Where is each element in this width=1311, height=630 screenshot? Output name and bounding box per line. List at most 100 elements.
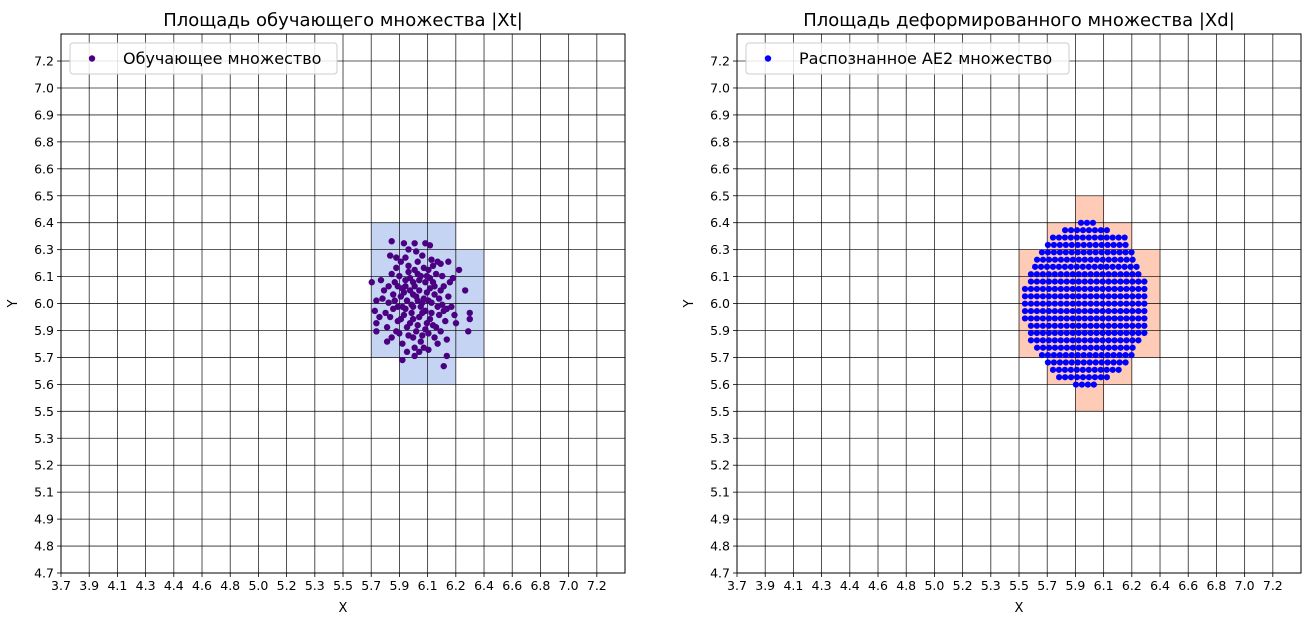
data-point bbox=[1079, 374, 1087, 381]
data-point bbox=[435, 311, 443, 319]
data-point bbox=[1086, 241, 1093, 249]
data-point bbox=[1069, 315, 1076, 322]
x-tick-label: 5.9 bbox=[389, 578, 409, 593]
data-point bbox=[1087, 344, 1094, 351]
y-tick-label: 6.9 bbox=[710, 107, 730, 122]
data-point bbox=[1097, 234, 1104, 241]
data-point bbox=[1056, 352, 1063, 359]
data-point bbox=[402, 276, 409, 284]
data-point bbox=[1111, 307, 1118, 315]
data-point bbox=[1077, 219, 1085, 226]
data-point bbox=[423, 319, 431, 327]
data-point bbox=[1085, 227, 1093, 234]
data-point bbox=[1049, 366, 1057, 373]
data-point bbox=[416, 276, 423, 284]
data-point bbox=[1091, 227, 1099, 234]
data-point bbox=[426, 242, 434, 249]
data-point bbox=[1075, 256, 1082, 263]
data-point bbox=[1099, 271, 1106, 278]
data-point bbox=[429, 322, 437, 329]
x-tick-label: 5.2 bbox=[277, 578, 297, 593]
legend-marker bbox=[88, 55, 96, 62]
data-point bbox=[1057, 315, 1064, 322]
data-point bbox=[379, 295, 386, 302]
data-point bbox=[1063, 271, 1070, 278]
data-point bbox=[416, 348, 423, 356]
y-tick-label: 6.6 bbox=[710, 161, 730, 176]
x-axis-label: X bbox=[339, 601, 348, 616]
data-point bbox=[440, 362, 447, 370]
data-point bbox=[1033, 344, 1041, 351]
x-tick-label: 6.4 bbox=[1150, 578, 1170, 593]
data-point bbox=[431, 334, 438, 341]
data-point bbox=[1039, 271, 1046, 278]
data-point bbox=[1049, 263, 1057, 270]
data-point bbox=[1116, 359, 1123, 366]
data-point bbox=[1069, 285, 1076, 293]
data-point bbox=[1117, 329, 1124, 337]
data-point bbox=[1067, 263, 1074, 270]
data-point bbox=[1039, 344, 1047, 351]
x-tick-label: 4.4 bbox=[164, 578, 184, 593]
data-point bbox=[1117, 293, 1124, 300]
data-point bbox=[1069, 344, 1076, 351]
data-point bbox=[1135, 329, 1142, 337]
data-point bbox=[1051, 344, 1059, 351]
data-point bbox=[1104, 352, 1111, 359]
data-point bbox=[1081, 337, 1088, 344]
data-point bbox=[1062, 352, 1069, 359]
data-point bbox=[411, 352, 418, 360]
y-tick-label: 5.1 bbox=[34, 485, 54, 500]
data-point bbox=[431, 283, 438, 290]
data-point bbox=[440, 283, 447, 290]
x-tick-label: 5.3 bbox=[305, 578, 325, 593]
data-point bbox=[1074, 241, 1081, 249]
data-point bbox=[1117, 337, 1124, 344]
y-tick-label: 7.2 bbox=[710, 54, 730, 69]
y-tick-label: 5.6 bbox=[710, 377, 730, 392]
data-point bbox=[1097, 263, 1104, 270]
data-point bbox=[383, 338, 391, 345]
data-point bbox=[1075, 293, 1082, 300]
data-point bbox=[425, 346, 432, 353]
data-point bbox=[1135, 293, 1142, 300]
data-point bbox=[390, 305, 397, 313]
x-axis-label: X bbox=[1015, 601, 1024, 616]
data-point bbox=[373, 297, 380, 304]
x-tick-label: 4.4 bbox=[840, 578, 860, 593]
data-point bbox=[1068, 249, 1075, 256]
data-point bbox=[1063, 307, 1070, 315]
data-point bbox=[1039, 278, 1046, 285]
data-point bbox=[1057, 344, 1065, 351]
x-tick-label: 6.8 bbox=[530, 578, 550, 593]
data-point bbox=[1111, 271, 1118, 278]
data-point bbox=[411, 344, 418, 351]
data-point bbox=[1111, 315, 1118, 322]
data-point bbox=[1123, 322, 1130, 329]
data-point bbox=[391, 297, 398, 304]
data-point bbox=[434, 340, 441, 347]
data-point bbox=[1080, 241, 1087, 249]
y-tick-label: 6.9 bbox=[34, 107, 54, 122]
data-point bbox=[1080, 359, 1087, 366]
data-point bbox=[1033, 271, 1041, 278]
data-point bbox=[1123, 307, 1130, 315]
data-point bbox=[428, 256, 435, 263]
data-point bbox=[409, 315, 417, 323]
data-point bbox=[1033, 285, 1041, 293]
data-point bbox=[414, 322, 421, 329]
data-point bbox=[1098, 249, 1105, 256]
data-point bbox=[1103, 366, 1110, 373]
data-point bbox=[1056, 374, 1063, 381]
x-tick-label: 6.1 bbox=[1094, 578, 1114, 593]
y-tick-label: 5.2 bbox=[710, 458, 730, 473]
data-point bbox=[1027, 278, 1035, 285]
y-axis-label: Y bbox=[682, 299, 697, 308]
data-point bbox=[419, 332, 426, 339]
x-tick-label: 7.2 bbox=[587, 578, 607, 593]
data-point bbox=[1129, 337, 1136, 344]
data-point bbox=[1122, 241, 1129, 249]
x-tick-label: 5.0 bbox=[248, 578, 268, 593]
y-tick-label: 5.5 bbox=[710, 404, 730, 419]
data-point bbox=[1129, 322, 1136, 329]
